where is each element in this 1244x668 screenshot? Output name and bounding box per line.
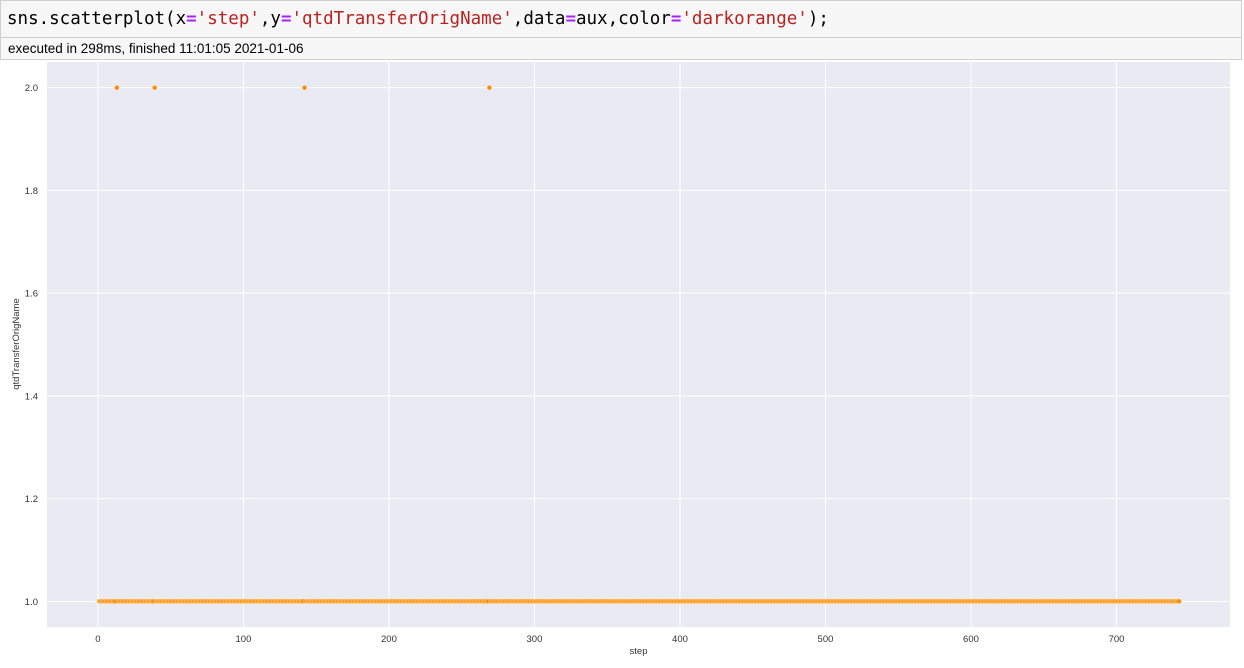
x-tick-label: 400 bbox=[672, 634, 688, 645]
code-token: 'darkorange' bbox=[681, 9, 808, 29]
y-tick-label: 1.0 bbox=[25, 597, 38, 608]
x-tick-label: 500 bbox=[818, 634, 834, 645]
code-token: sns.scatterplot(x bbox=[7, 9, 187, 29]
y-tick-label: 1.4 bbox=[25, 391, 38, 402]
code-token: ,y bbox=[259, 9, 281, 29]
scatter-point bbox=[152, 85, 158, 91]
x-tick-label: 100 bbox=[236, 634, 252, 645]
scatter-plot: 0 100 200 300 400 500 600 700 1.0 1.2 1.4 1.6 1.8 2.0… bbox=[11, 62, 1230, 657]
x-tick-label: 700 bbox=[1109, 634, 1125, 645]
code-token: = bbox=[186, 9, 197, 29]
x-axis-label: step bbox=[630, 646, 648, 657]
code-token: ,data bbox=[512, 9, 566, 29]
code-cell-input[interactable]: sns.scatterplot(x='step',y='qtdTransferO… bbox=[0, 0, 1242, 37]
execution-status-text: executed in 298ms, finished 11:01:05 202… bbox=[8, 41, 304, 56]
tick-labels: 0 100 200 300 400 500 600 700 1.0 1.2 1.4 1.6 1.8 2.0 bbox=[25, 83, 1125, 645]
code-token: = bbox=[670, 9, 682, 29]
plot-background bbox=[47, 62, 1230, 627]
scatter-point bbox=[486, 85, 492, 91]
code-token: 'qtdTransferOrigName' bbox=[291, 9, 513, 29]
x-tick-label: 300 bbox=[527, 634, 543, 645]
grid-lines bbox=[47, 62, 1230, 627]
code-line[interactable]: sns.scatterplot(x='step',y='qtdTransferO… bbox=[7, 8, 829, 30]
code-token: aux bbox=[576, 9, 608, 29]
code-token: ); bbox=[807, 9, 829, 29]
code-token: = bbox=[280, 9, 292, 29]
code-token: = bbox=[565, 9, 577, 29]
x-tick-label: 0 bbox=[95, 634, 100, 645]
scatter-point bbox=[1176, 598, 1182, 604]
y-tick-label: 2.0 bbox=[25, 83, 38, 94]
x-tick-label: 200 bbox=[381, 634, 397, 645]
y-tick-label: 1.2 bbox=[25, 494, 38, 505]
code-token: ,color bbox=[607, 9, 671, 29]
scatter-point bbox=[114, 85, 120, 91]
y-tick-label: 1.6 bbox=[25, 289, 38, 300]
y-tick-label: 1.8 bbox=[25, 186, 38, 197]
data-points bbox=[96, 85, 1182, 604]
y-axis-label: qtdTransferOrigName bbox=[11, 298, 22, 390]
scatter-point bbox=[301, 85, 308, 91]
code-token: 'step' bbox=[196, 9, 260, 29]
x-tick-label: 600 bbox=[963, 634, 979, 645]
execution-status-bar: executed in 298ms, finished 11:01:05 202… bbox=[0, 37, 1242, 60]
